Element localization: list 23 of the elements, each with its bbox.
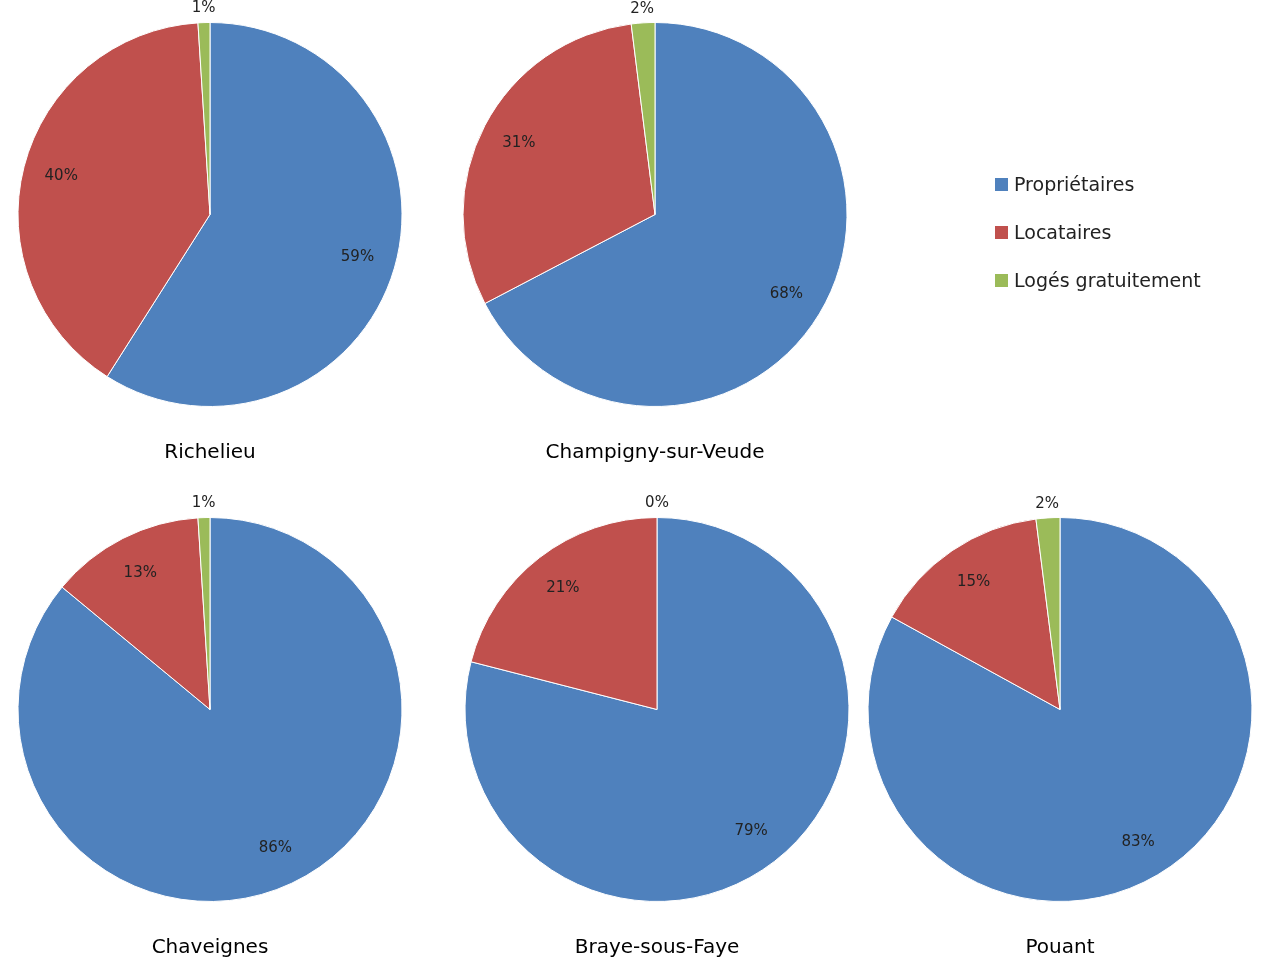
- text: 0%: [645, 493, 669, 512]
- data-label: 15%: [956, 572, 991, 591]
- data-label: 79%: [734, 820, 768, 839]
- data-label: 2%: [630, 0, 655, 17]
- text: Chaveignes: [151, 934, 269, 959]
- data-label: 1%: [191, 0, 216, 17]
- text: Richelieu: [164, 439, 256, 464]
- text: Champigny-sur-Veude: [545, 439, 765, 464]
- data-label: 86%: [258, 838, 293, 857]
- legend-label: Locataires: [1014, 221, 1112, 243]
- text: Pouant: [1025, 934, 1095, 959]
- data-label: 2%: [1035, 493, 1059, 512]
- data-label: 59%: [340, 247, 375, 266]
- data-label: 13%: [123, 562, 157, 581]
- legend-label: Propriétaires: [1014, 173, 1135, 195]
- text: Braye-sous-Faye: [574, 934, 740, 959]
- data-label: 83%: [1121, 831, 1155, 850]
- data-label: 68%: [769, 283, 804, 302]
- data-label: 40%: [44, 166, 78, 185]
- data-label: 31%: [502, 133, 536, 152]
- data-label: 21%: [546, 578, 580, 597]
- data-label: 1%: [191, 493, 216, 512]
- legend-label: Logés gratuitement: [1014, 269, 1201, 291]
